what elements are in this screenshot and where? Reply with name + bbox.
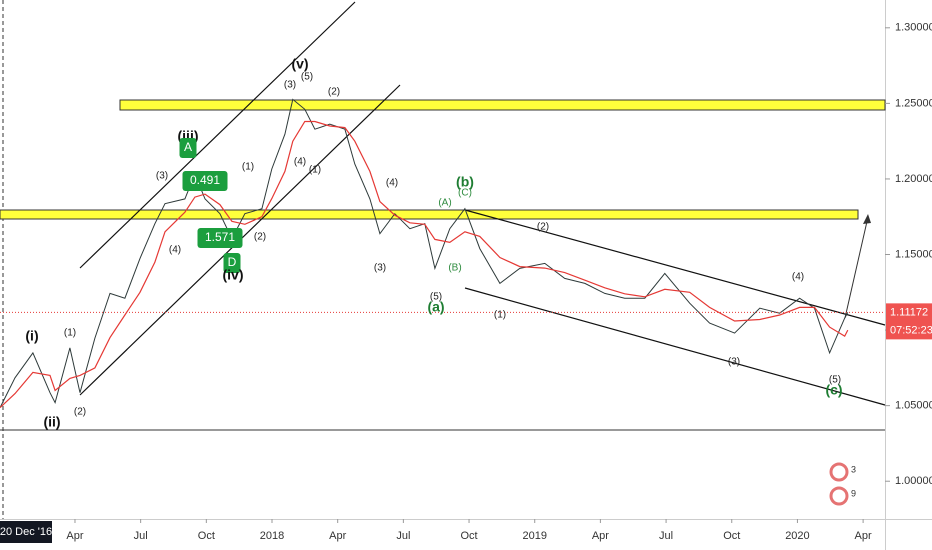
y-tick-label: 1.25000	[895, 97, 932, 109]
x-tick-label: Apr	[66, 530, 83, 542]
wave-label: (i)	[25, 328, 38, 344]
signal-box	[223, 253, 241, 273]
wave-label: (3)	[728, 357, 740, 368]
y-tick-label: 1.30000	[895, 22, 932, 34]
last-price-box	[886, 303, 932, 340]
resistance-zone	[119, 99, 886, 111]
last-price-label: 1.11172	[890, 306, 928, 318]
badge-count: 3	[851, 464, 856, 474]
wave-label: (1)	[309, 165, 321, 176]
wave-label: (iv)	[223, 267, 244, 283]
wave-label: (5)	[301, 72, 313, 83]
wave-label: (C)	[458, 188, 472, 199]
trend-line	[79, 1, 356, 269]
wave-label: (2)	[74, 407, 86, 418]
x-tick-label: 2020	[785, 530, 809, 542]
badge-count: 9	[851, 488, 856, 498]
wave-label: (3)	[156, 171, 168, 182]
wave-label: (3)	[284, 80, 296, 91]
support-zone	[0, 209, 859, 220]
x-tick-label: 2018	[260, 530, 284, 542]
wave-label: (2)	[254, 232, 266, 243]
price-line	[0, 98, 849, 408]
wave-label: (c)	[825, 382, 842, 398]
x-tick-label: Apr	[329, 530, 346, 542]
wave-label: (A)	[438, 198, 451, 209]
x-tick-label: Apr	[855, 530, 872, 542]
y-tick-label: 1.15000	[895, 248, 932, 260]
wave-label: (4)	[169, 245, 181, 256]
wave-label: (B)	[448, 263, 461, 274]
y-tick-label: 1.00000	[895, 475, 932, 487]
badge-icon	[829, 486, 849, 506]
projection-arrow	[844, 216, 869, 319]
crosshair-label: 20 Dec '16	[0, 526, 52, 538]
y-tick-label: 1.05000	[895, 400, 932, 412]
y-tick-label: 1.20000	[895, 173, 932, 185]
arrow-head	[863, 214, 871, 224]
trend-line	[464, 287, 886, 406]
wave-label: (a)	[427, 299, 444, 315]
x-tick-label: 2019	[522, 530, 546, 542]
signal-box	[182, 171, 228, 191]
wave-label: (v)	[291, 56, 308, 72]
x-tick-label: Jul	[396, 530, 410, 542]
signal-label: A	[184, 140, 192, 154]
countdown: 07:52:23	[890, 324, 932, 336]
signal-box	[197, 228, 243, 248]
wave-label: (4)	[294, 157, 306, 168]
wave-label: (5)	[430, 292, 442, 303]
wave-label: (4)	[792, 272, 804, 283]
badge-icon	[829, 462, 849, 482]
wave-label: (5)	[829, 375, 841, 386]
signal-label: 1.571	[205, 230, 235, 244]
wave-label: (2)	[328, 87, 340, 98]
x-tick-label: Oct	[460, 530, 477, 542]
x-tick-label: Jul	[134, 530, 148, 542]
signal-label: D	[228, 255, 237, 269]
wave-label: (1)	[64, 328, 76, 339]
wave-label: (1)	[494, 310, 506, 321]
signal-label: 0.491	[190, 173, 220, 187]
x-tick-label: Oct	[723, 530, 740, 542]
wave-label: (3)	[374, 263, 386, 274]
x-tick-label: Apr	[592, 530, 609, 542]
wave-label: (b)	[456, 174, 474, 190]
crosshair-box	[0, 521, 52, 543]
trend-line	[464, 209, 886, 326]
x-tick-label: Jul	[659, 530, 673, 542]
signal-box	[179, 138, 197, 158]
wave-label: (4)	[386, 178, 398, 189]
wave-label: (ii)	[43, 414, 60, 430]
price-line	[0, 120, 849, 409]
x-tick-label: Oct	[198, 530, 215, 542]
wave-label: (2)	[537, 222, 549, 233]
wave-label: (1)	[242, 162, 254, 173]
